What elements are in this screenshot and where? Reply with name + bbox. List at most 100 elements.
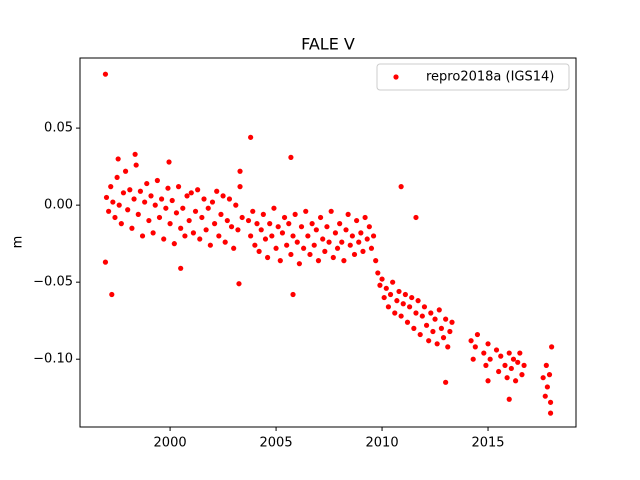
point xyxy=(468,338,474,344)
point xyxy=(133,162,139,168)
point xyxy=(248,134,254,140)
point xyxy=(305,233,311,239)
point xyxy=(248,233,254,239)
point xyxy=(178,265,184,271)
point xyxy=(184,193,190,199)
point xyxy=(394,298,400,304)
point xyxy=(218,211,224,217)
point xyxy=(303,208,309,214)
point xyxy=(290,233,296,239)
point xyxy=(175,184,182,190)
point xyxy=(135,211,141,217)
point xyxy=(106,208,112,214)
point xyxy=(294,239,300,245)
point xyxy=(398,313,404,319)
point xyxy=(192,208,199,214)
point xyxy=(195,187,201,193)
point xyxy=(396,288,402,295)
y-tick-label: −0.05 xyxy=(33,275,73,290)
point xyxy=(334,245,341,251)
point xyxy=(379,276,385,282)
point xyxy=(167,221,173,227)
point xyxy=(209,199,216,205)
point xyxy=(146,217,152,224)
point xyxy=(152,202,158,208)
point xyxy=(182,233,188,239)
point xyxy=(493,347,500,353)
point xyxy=(116,202,122,208)
point xyxy=(137,188,144,194)
point xyxy=(332,230,339,236)
point xyxy=(222,239,228,245)
point xyxy=(341,258,347,264)
point xyxy=(358,230,364,236)
point xyxy=(432,316,438,322)
point xyxy=(224,217,230,224)
point xyxy=(103,194,110,201)
point xyxy=(220,193,226,199)
point xyxy=(430,328,436,335)
point xyxy=(166,159,172,165)
point xyxy=(296,261,302,267)
point xyxy=(540,375,546,381)
point xyxy=(169,197,175,204)
point xyxy=(150,230,156,236)
point xyxy=(173,210,180,216)
x-tick-label: 2000 xyxy=(154,436,187,451)
point xyxy=(324,224,330,230)
point xyxy=(201,196,207,202)
point xyxy=(417,331,423,338)
chart-title: FALE V xyxy=(301,35,355,54)
point xyxy=(510,356,517,362)
point xyxy=(236,281,242,287)
point xyxy=(235,227,241,233)
point xyxy=(252,242,258,248)
point xyxy=(288,154,294,160)
point xyxy=(102,71,109,77)
point xyxy=(443,316,449,322)
point xyxy=(502,362,508,368)
point xyxy=(277,258,283,264)
point xyxy=(284,242,290,248)
point xyxy=(364,236,370,242)
point xyxy=(171,241,177,247)
point xyxy=(239,214,245,221)
point xyxy=(154,177,160,184)
point xyxy=(115,156,121,162)
point xyxy=(351,251,358,258)
point xyxy=(199,214,205,221)
point xyxy=(307,251,313,258)
point xyxy=(279,230,286,236)
point xyxy=(485,341,491,347)
y-tick-label: 0.05 xyxy=(44,121,73,136)
point xyxy=(483,362,489,368)
point xyxy=(481,350,487,356)
point xyxy=(413,310,419,316)
point xyxy=(120,190,127,196)
point xyxy=(443,379,449,385)
point xyxy=(114,174,120,181)
x-tick-label: 2005 xyxy=(260,436,293,451)
point xyxy=(122,168,129,174)
point xyxy=(237,168,243,174)
point xyxy=(508,365,514,372)
point xyxy=(125,207,131,213)
point xyxy=(543,362,549,368)
point xyxy=(203,227,209,233)
point xyxy=(178,225,184,231)
point xyxy=(542,393,548,399)
point xyxy=(407,304,413,310)
point xyxy=(515,359,521,365)
point xyxy=(190,230,197,236)
y-axis-label: m xyxy=(11,236,26,249)
point xyxy=(426,338,432,344)
point xyxy=(269,233,275,239)
point xyxy=(112,214,118,221)
point xyxy=(205,205,211,211)
point xyxy=(434,341,440,347)
point xyxy=(165,185,171,191)
point xyxy=(356,239,362,245)
point xyxy=(440,335,447,341)
point xyxy=(549,344,555,350)
point xyxy=(521,362,527,368)
